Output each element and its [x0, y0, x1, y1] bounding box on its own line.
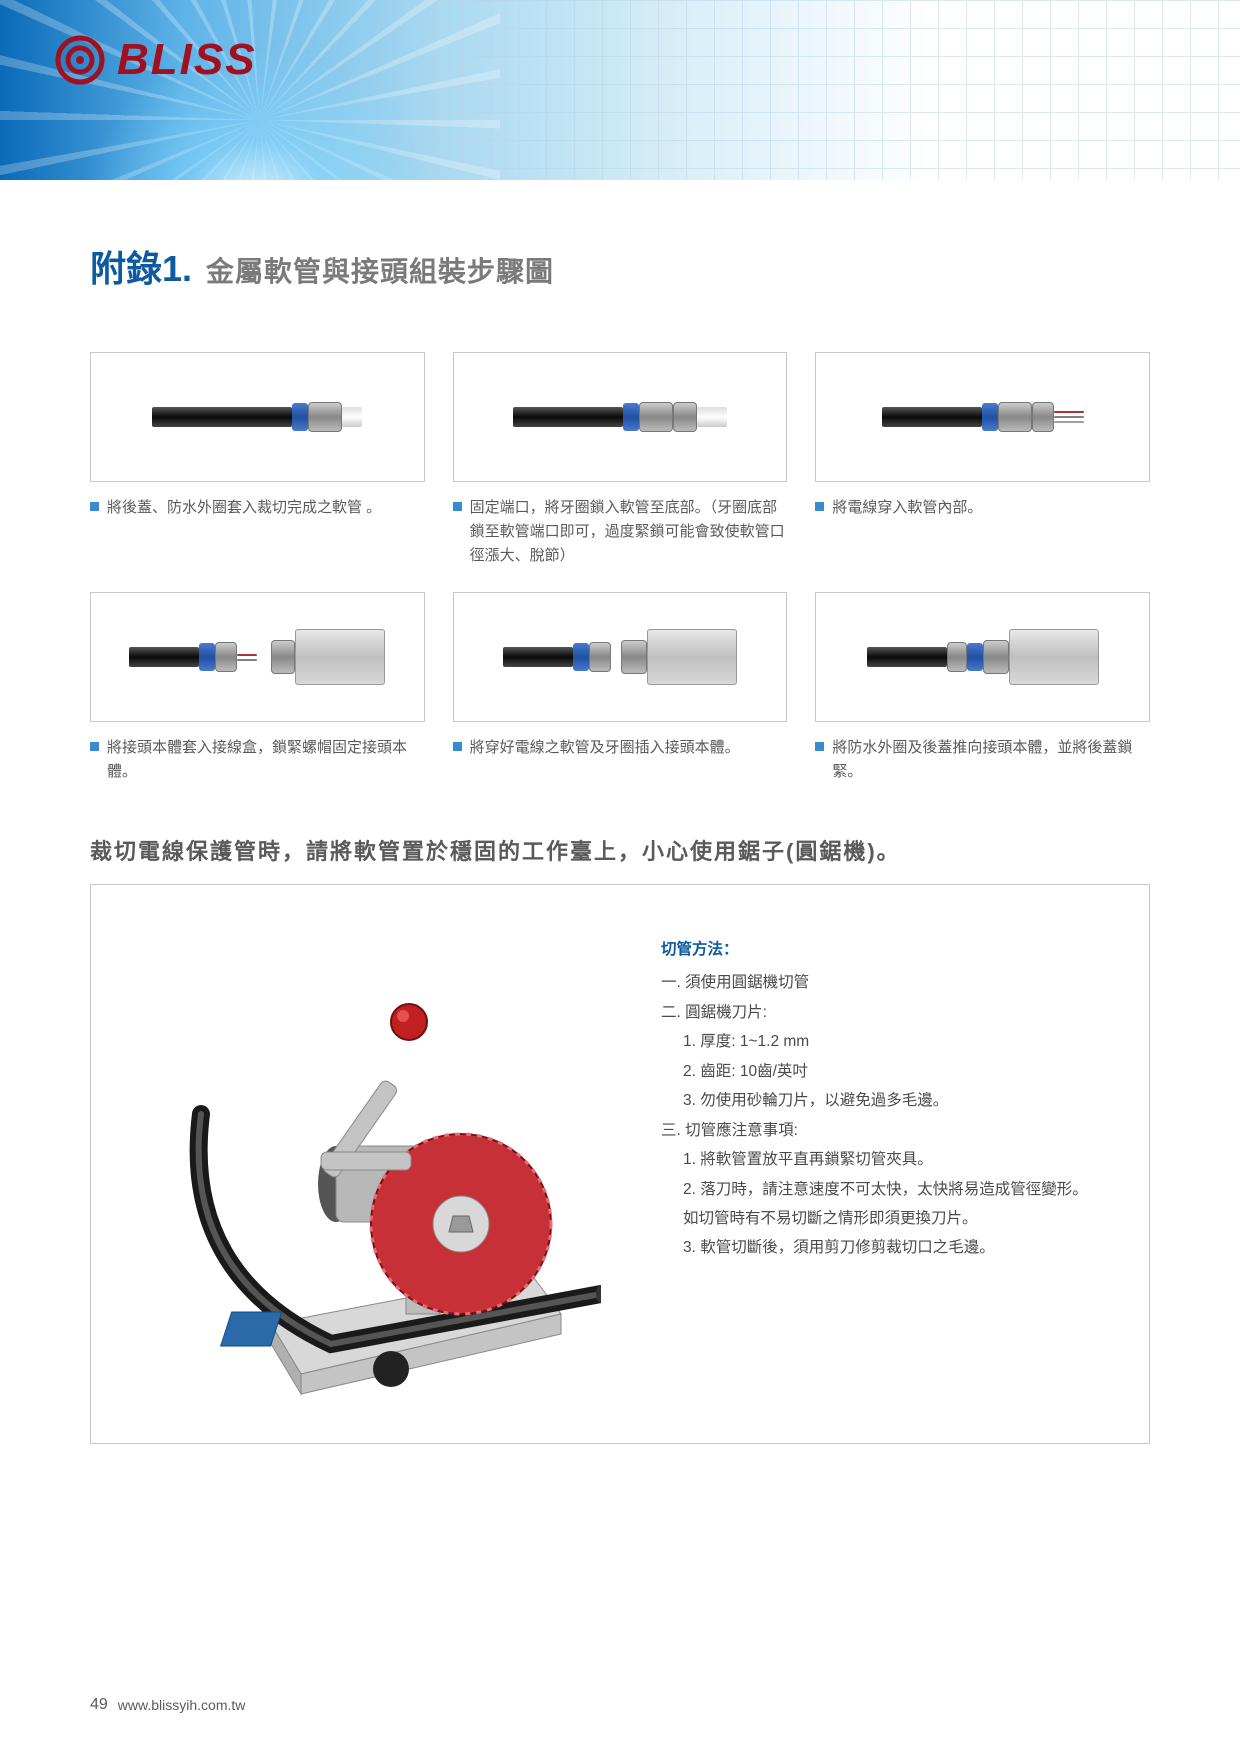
title-text: 金屬軟管與接頭組裝步驟圖 [206, 250, 554, 290]
cutting-line: 1. 厚度: 1~1.2 mm [661, 1027, 1099, 1056]
caption-text: 將後蓋、防水外圈套入裁切完成之軟管 。 [107, 496, 381, 520]
step-2-figure [453, 352, 788, 482]
assembly-steps-grid: 將後蓋、防水外圈套入裁切完成之軟管 。 固定端口，將牙圈鎖入軟管至底部。（牙圈底… [90, 352, 1150, 784]
bullet-icon [815, 742, 824, 751]
appendix-title: 附錄1. 金屬軟管與接頭組裝步驟圖 [90, 240, 1150, 292]
bullet-icon [815, 502, 824, 511]
step-1-caption: 將後蓋、防水外圈套入裁切完成之軟管 。 [90, 496, 425, 520]
cutting-method-panel: 切管方法： 一. 須使用圓鋸機切管 二. 圓鋸機刀片: 1. 厚度: 1~1.2… [90, 884, 1150, 1444]
step-1-figure [90, 352, 425, 482]
cutting-line: 3. 軟管切斷後，須用剪刀修剪裁切口之毛邊。 [661, 1233, 1099, 1262]
caption-text: 固定端口，將牙圈鎖入軟管至底部。（牙圈底部鎖至軟管端口即可，過度緊鎖可能會致使軟… [470, 496, 788, 568]
cutting-line: 三. 切管應注意事項: [661, 1116, 1099, 1145]
caption-text: 將接頭本體套入接線盒，鎖緊螺帽固定接頭本體。 [107, 736, 425, 784]
bullet-icon [90, 502, 99, 511]
bullet-icon [90, 742, 99, 751]
cutting-line: 2. 落刀時，請注意速度不可太快，太快將易造成管徑變形。如切管時有不易切斷之情形… [661, 1175, 1099, 1234]
step-5-figure [453, 592, 788, 722]
page-header-banner: BLISS [0, 0, 1240, 180]
step-6-figure [815, 592, 1150, 722]
cutting-instructions: 切管方法： 一. 須使用圓鋸機切管 二. 圓鋸機刀片: 1. 厚度: 1~1.2… [661, 915, 1099, 1413]
step-4: 將接頭本體套入接線盒，鎖緊螺帽固定接頭本體。 [90, 592, 425, 784]
bullet-icon [453, 742, 462, 751]
cutting-line: 2. 齒距: 10齒/英吋 [661, 1057, 1099, 1086]
bullet-icon [453, 502, 462, 511]
cutting-line: 3. 勿使用砂輪刀片，以避免過多毛邊。 [661, 1086, 1099, 1115]
step-3-figure [815, 352, 1150, 482]
cutting-line: 1. 將軟管置放平直再鎖緊切管夾具。 [661, 1145, 1099, 1174]
step-4-caption: 將接頭本體套入接線盒，鎖緊螺帽固定接頭本體。 [90, 736, 425, 784]
brand-logo: BLISS [55, 35, 257, 85]
page-footer: 49 www.blissyih.com.tw [90, 1696, 245, 1714]
target-icon [55, 35, 105, 85]
cutting-heading: 切管方法： [661, 935, 1099, 964]
page-content: 附錄1. 金屬軟管與接頭組裝步驟圖 將後蓋、防水外圈套入裁切完成之軟管 。 [0, 180, 1240, 1444]
step-5-caption: 將穿好電線之軟管及牙圈插入接頭本體。 [453, 736, 788, 760]
page-number: 49 [90, 1696, 108, 1714]
step-5: 將穿好電線之軟管及牙圈插入接頭本體。 [453, 592, 788, 784]
step-6: 將防水外圈及後蓋推向接頭本體，並將後蓋鎖緊。 [815, 592, 1150, 784]
step-4-figure [90, 592, 425, 722]
circular-saw-diagram [121, 915, 601, 1413]
caption-text: 將電線穿入軟管內部。 [832, 496, 982, 520]
title-prefix: 附錄1. [90, 240, 192, 292]
header-grid-pattern [434, 0, 1240, 180]
brand-name: BLISS [117, 35, 257, 85]
step-1: 將後蓋、防水外圈套入裁切完成之軟管 。 [90, 352, 425, 568]
step-3: 將電線穿入軟管內部。 [815, 352, 1150, 568]
cutting-line: 二. 圓鋸機刀片: [661, 998, 1099, 1027]
cutting-line: 一. 須使用圓鋸機切管 [661, 968, 1099, 997]
step-2-caption: 固定端口，將牙圈鎖入軟管至底部。（牙圈底部鎖至軟管端口即可，過度緊鎖可能會致使軟… [453, 496, 788, 568]
step-6-caption: 將防水外圈及後蓋推向接頭本體，並將後蓋鎖緊。 [815, 736, 1150, 784]
step-2: 固定端口，將牙圈鎖入軟管至底部。（牙圈底部鎖至軟管端口即可，過度緊鎖可能會致使軟… [453, 352, 788, 568]
step-3-caption: 將電線穿入軟管內部。 [815, 496, 1150, 520]
caption-text: 將穿好電線之軟管及牙圈插入接頭本體。 [470, 736, 740, 760]
caption-text: 將防水外圈及後蓋推向接頭本體，並將後蓋鎖緊。 [832, 736, 1150, 784]
cutting-warning: 裁切電線保護管時，請將軟管置於穩固的工作臺上，小心使用鋸子(圓鋸機)。 [90, 834, 1150, 866]
footer-url: www.blissyih.com.tw [118, 1697, 246, 1713]
